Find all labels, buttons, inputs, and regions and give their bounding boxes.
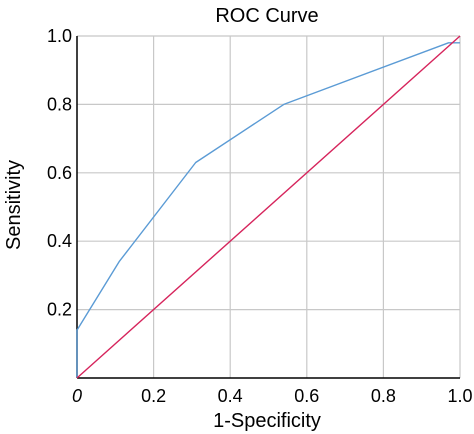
x-tick-label-5: 1.0 xyxy=(447,386,472,406)
chart-title: ROC Curve xyxy=(215,5,318,27)
series-line-0 xyxy=(76,42,460,378)
y-axis-label: Sensitivity xyxy=(3,160,25,250)
y-tick-label-1: 0.4 xyxy=(47,231,72,251)
x-axis-label: 1-Specificity xyxy=(213,410,321,432)
series-line-1 xyxy=(76,35,461,379)
y-tick-labels: 0.2 0.4 0.6 0.8 1.0 xyxy=(47,26,72,320)
y-tick-label-0: 0.2 xyxy=(47,300,72,320)
y-tick-label-2: 0.6 xyxy=(47,163,72,183)
x-tick-label-2: 0.4 xyxy=(218,386,243,406)
grid-lines xyxy=(77,36,460,378)
x-tick-label-0: 0 xyxy=(72,386,82,406)
x-tick-label-3: 0.6 xyxy=(294,386,319,406)
x-tick-labels: 0 0.2 0.4 0.6 0.8 1.0 xyxy=(72,386,473,406)
y-tick-label-3: 0.8 xyxy=(47,94,72,114)
y-tick-label-4: 1.0 xyxy=(47,26,72,46)
x-tick-label-4: 0.8 xyxy=(371,386,396,406)
plot-frame xyxy=(76,35,461,379)
series-lines xyxy=(76,35,461,379)
x-tick-label-1: 0.2 xyxy=(141,386,166,406)
